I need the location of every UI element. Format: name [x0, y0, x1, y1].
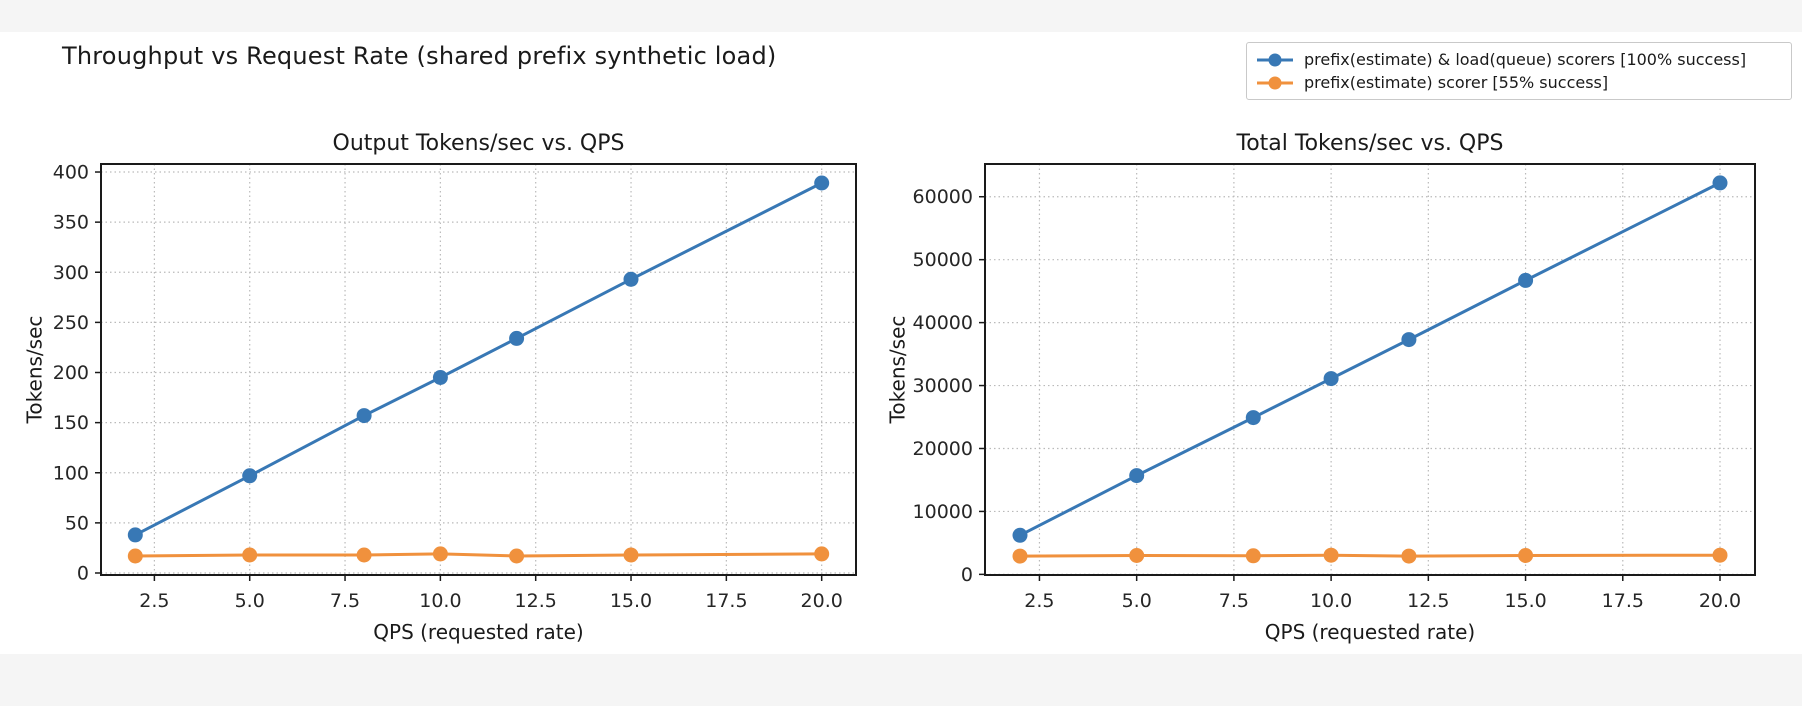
- series-0: [127, 175, 830, 543]
- data-point: [1712, 547, 1728, 563]
- figure-area: [0, 32, 1802, 654]
- data-point: [1323, 371, 1339, 387]
- tick-marks: [979, 195, 1721, 581]
- legend: prefix(estimate) & load(queue) scorers […: [1246, 42, 1792, 100]
- svg-text:10000: 10000: [913, 501, 973, 523]
- svg-text:15.0: 15.0: [610, 590, 652, 612]
- legend-label-0: prefix(estimate) & load(queue) scorers […: [1304, 50, 1747, 69]
- plot-border: [984, 163, 1756, 576]
- svg-text:50000: 50000: [913, 249, 973, 271]
- data-point: [814, 175, 830, 191]
- svg-text:7.5: 7.5: [1219, 590, 1249, 612]
- legend-dot-0: [1268, 53, 1282, 66]
- legend-row-1: prefix(estimate) scorer [55% success]: [1255, 71, 1783, 94]
- data-point: [127, 548, 143, 564]
- svg-text:7.5: 7.5: [330, 590, 360, 612]
- data-point: [1012, 527, 1028, 543]
- data-point: [1712, 175, 1728, 191]
- data-point: [432, 546, 448, 562]
- figure-title: Throughput vs Request Rate (shared prefi…: [62, 42, 777, 70]
- data-point: [356, 408, 372, 424]
- svg-text:350: 350: [53, 212, 89, 234]
- chart-title: Output Tokens/sec vs. QPS: [333, 131, 625, 156]
- svg-text:0: 0: [961, 564, 973, 586]
- y-axis-label: Tokens/sec: [886, 316, 910, 425]
- data-point: [1129, 468, 1145, 484]
- x-axis-label: QPS (requested rate): [1265, 620, 1475, 644]
- svg-text:100: 100: [53, 462, 89, 484]
- svg-text:20.0: 20.0: [1699, 590, 1741, 612]
- tick-labels: 2.5 5.0 7.5 10.0 12.5 15.0 17.5 20.0 0 50 100 150 20…: [53, 162, 843, 613]
- svg-text:2.5: 2.5: [1024, 590, 1054, 612]
- bottom-background-strip: [0, 654, 1802, 706]
- svg-text:10.0: 10.0: [419, 590, 461, 612]
- data-point: [1401, 548, 1417, 564]
- legend-marker-blue-icon: [1257, 53, 1293, 66]
- series-1: [127, 546, 830, 564]
- data-point: [1245, 548, 1261, 564]
- legend-label-1: prefix(estimate) scorer [55% success]: [1304, 73, 1609, 92]
- data-point: [509, 330, 525, 346]
- chart-title: Total Tokens/sec vs. QPS: [1236, 131, 1504, 156]
- svg-text:17.5: 17.5: [705, 590, 747, 612]
- svg-text:20000: 20000: [913, 438, 973, 460]
- chart-0: 2.5 5.0 7.5 10.0 12.5 15.0 17.5 20.0 0 50 100 150 20…: [23, 131, 857, 644]
- svg-text:400: 400: [53, 162, 89, 184]
- data-point: [1401, 332, 1417, 348]
- data-point: [814, 546, 830, 562]
- tick-marks: [95, 171, 823, 581]
- data-point: [432, 370, 448, 385]
- svg-text:2.5: 2.5: [139, 590, 169, 612]
- tick-labels: 2.5 5.0 7.5 10.0 12.5 15.0 17.5 20.0 0 10000 20000…: [913, 186, 1742, 612]
- data-point: [623, 547, 639, 563]
- svg-text:30000: 30000: [913, 375, 973, 397]
- chart-1: 2.5 5.0 7.5 10.0 12.5 15.0 17.5 20.0 0 10000 20000…: [886, 131, 1756, 644]
- svg-text:20.0: 20.0: [801, 590, 843, 612]
- plot-border: [100, 163, 857, 576]
- svg-text:15.0: 15.0: [1504, 590, 1546, 612]
- svg-text:12.5: 12.5: [515, 590, 557, 612]
- x-axis-label: QPS (requested rate): [373, 620, 583, 644]
- svg-text:40000: 40000: [913, 312, 973, 334]
- legend-marker-orange-icon: [1257, 76, 1293, 89]
- series-0: [1012, 175, 1728, 543]
- svg-text:150: 150: [53, 412, 89, 434]
- data-point: [356, 547, 372, 563]
- y-axis-label: Tokens/sec: [23, 316, 47, 425]
- svg-text:5.0: 5.0: [235, 590, 265, 612]
- legend-row-0: prefix(estimate) & load(queue) scorers […: [1255, 48, 1783, 71]
- svg-text:17.5: 17.5: [1602, 590, 1644, 612]
- data-point: [1012, 548, 1028, 564]
- data-point: [1245, 410, 1261, 426]
- series-1: [1012, 547, 1728, 564]
- legend-dot-1: [1268, 76, 1282, 89]
- data-point: [1129, 548, 1145, 563]
- data-point: [623, 271, 639, 287]
- grid: [101, 164, 856, 575]
- top-background-strip: [0, 0, 1802, 32]
- data-point: [242, 468, 258, 484]
- svg-text:10.0: 10.0: [1310, 590, 1352, 612]
- svg-text:250: 250: [53, 312, 89, 334]
- svg-text:50: 50: [65, 512, 89, 534]
- svg-text:200: 200: [53, 362, 89, 384]
- data-point: [127, 527, 143, 543]
- data-point: [1518, 548, 1534, 563]
- data-point: [1323, 547, 1339, 563]
- svg-text:60000: 60000: [913, 186, 973, 208]
- svg-text:0: 0: [77, 563, 89, 585]
- svg-text:12.5: 12.5: [1407, 590, 1449, 612]
- svg-text:5.0: 5.0: [1122, 590, 1152, 612]
- data-point: [509, 548, 525, 564]
- grid: [985, 164, 1755, 575]
- data-point: [242, 547, 258, 563]
- svg-text:300: 300: [53, 262, 89, 284]
- data-point: [1518, 272, 1534, 288]
